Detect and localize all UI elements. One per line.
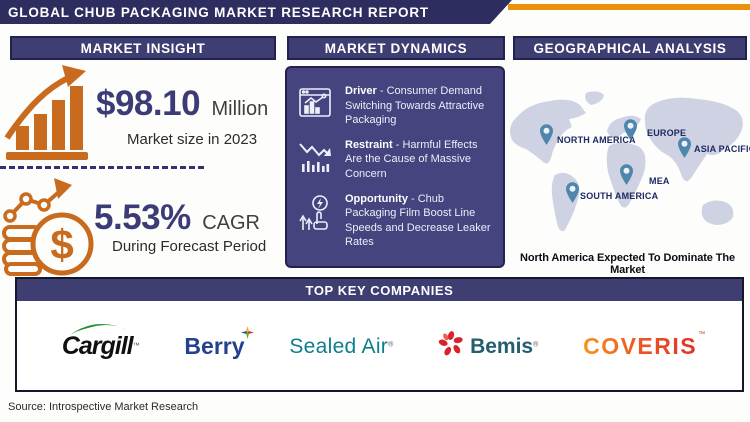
region-label-mea: MEA xyxy=(649,176,670,186)
logo-cargill: Cargill™ xyxy=(62,324,140,361)
geo-dominance-note: North America Expected To Dominate The M… xyxy=(519,252,736,276)
cagr-caption: During Forecast Period xyxy=(112,238,267,255)
top-key-companies-box: TOP KEY COMPANIES Cargill™ Berry xyxy=(15,277,744,392)
location-pin-icon xyxy=(620,164,633,185)
logo-berry: Berry xyxy=(184,326,254,360)
top-accent-stripe xyxy=(508,4,750,10)
location-pin-icon xyxy=(678,137,691,158)
report-title: GLOBAL CHUB PACKAGING MARKET RESEARCH RE… xyxy=(8,4,429,20)
svg-text:$: $ xyxy=(50,221,73,268)
top-key-companies-header-label: TOP KEY COMPANIES xyxy=(305,282,454,298)
dynamics-item-text: Restraint - Harmful Effects Are the Caus… xyxy=(345,138,478,180)
opportunity-hand-icon xyxy=(297,194,333,232)
dynamics-item-text: Driver - Consumer Demand Switching Towar… xyxy=(345,85,485,127)
company-logos-row: Cargill™ Berry Sealed Air® xyxy=(17,301,742,392)
market-insight-header-label: MARKET INSIGHT xyxy=(80,40,206,56)
location-pin-icon xyxy=(540,124,553,145)
dashboard-chart-icon xyxy=(297,86,333,120)
source-note: Source: Introspective Market Research xyxy=(8,401,199,413)
dynamics-item-opportunity: Opportunity - Chub Packaging Film Boost … xyxy=(297,192,493,250)
declining-chart-icon xyxy=(297,140,333,174)
market-size-caption: Market size in 2023 xyxy=(127,131,258,148)
logo-sealed-air: Sealed Air® xyxy=(289,334,394,358)
growth-bar-chart-icon xyxy=(4,62,96,167)
cagr-value-line: 5.53% CAGR xyxy=(94,198,260,238)
region-label-north-america: NORTH AMERICA xyxy=(557,135,636,145)
market-size-value-line: $98.10 Million xyxy=(96,84,268,124)
cagr-value: 5.53% xyxy=(94,198,191,237)
coins-dollar-trend-icon: $ xyxy=(2,172,102,281)
cargill-leaf-swoosh-icon xyxy=(68,321,130,342)
market-size-unit: Million xyxy=(211,98,269,120)
geographical-analysis-header: GEOGRAPHICAL ANALYSIS xyxy=(513,36,747,60)
market-size-value: $98.10 xyxy=(96,84,201,123)
geographical-analysis-header-label: GEOGRAPHICAL ANALYSIS xyxy=(533,40,727,56)
market-insight-header: MARKET INSIGHT xyxy=(10,36,276,60)
logo-bemis: Bemis® xyxy=(438,331,538,362)
cagr-unit: CAGR xyxy=(202,212,260,234)
market-dynamics-header: MARKET DYNAMICS xyxy=(287,36,505,60)
market-dynamics-header-label: MARKET DYNAMICS xyxy=(324,40,468,56)
logo-coveris: COVERIS ™ xyxy=(583,331,706,359)
dynamics-item-restraint: Restraint - Harmful Effects Are the Caus… xyxy=(297,138,493,182)
world-map: NORTH AMERICA EUROPE ASIA PACIFIC MEA SO… xyxy=(506,88,750,248)
location-pin-icon xyxy=(624,119,637,140)
location-pin-icon xyxy=(566,182,579,203)
report-title-bar: GLOBAL CHUB PACKAGING MARKET RESEARCH RE… xyxy=(0,0,512,24)
top-key-companies-header: TOP KEY COMPANIES xyxy=(17,279,742,301)
region-label-south-america: SOUTH AMERICA xyxy=(580,191,659,201)
dashed-divider xyxy=(0,166,204,169)
dynamics-item-driver: Driver - Consumer Demand Switching Towar… xyxy=(297,84,493,128)
region-label-asia-pacific: ASIA PACIFIC xyxy=(694,144,750,154)
region-label-europe: EUROPE xyxy=(647,128,687,138)
berry-star-icon xyxy=(240,326,254,344)
market-dynamics-panel: Driver - Consumer Demand Switching Towar… xyxy=(285,66,505,268)
bemis-pinwheel-icon xyxy=(438,331,464,362)
dynamics-item-text: Opportunity - Chub Packaging Film Boost … xyxy=(345,192,491,249)
